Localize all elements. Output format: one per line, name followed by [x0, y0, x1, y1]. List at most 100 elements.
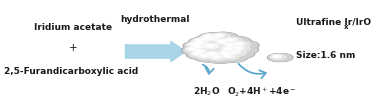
Text: Size:1.6 nm: Size:1.6 nm [296, 51, 355, 60]
Circle shape [203, 44, 218, 48]
Circle shape [209, 53, 215, 55]
Circle shape [196, 41, 203, 43]
Text: hydrothermal: hydrothermal [120, 15, 189, 24]
Circle shape [268, 54, 292, 61]
Circle shape [197, 36, 217, 43]
Circle shape [207, 32, 239, 42]
Circle shape [189, 37, 218, 47]
Circle shape [200, 34, 234, 45]
Circle shape [225, 48, 231, 50]
Circle shape [231, 51, 237, 53]
Text: +: + [69, 43, 78, 53]
Circle shape [201, 55, 207, 56]
Circle shape [227, 45, 258, 55]
Circle shape [202, 38, 208, 39]
Circle shape [189, 48, 195, 50]
Circle shape [216, 50, 238, 57]
Circle shape [194, 35, 226, 45]
Circle shape [187, 43, 218, 53]
Circle shape [193, 49, 206, 53]
Circle shape [189, 38, 217, 46]
Text: Ultrafine Ir/IrO: Ultrafine Ir/IrO [296, 18, 371, 27]
Circle shape [222, 52, 228, 54]
Circle shape [206, 54, 235, 63]
Circle shape [228, 45, 257, 54]
Circle shape [187, 47, 222, 58]
Circle shape [225, 38, 237, 42]
Circle shape [193, 41, 207, 45]
Circle shape [183, 46, 211, 55]
Circle shape [191, 43, 196, 45]
Circle shape [199, 54, 210, 57]
FancyArrow shape [125, 41, 186, 62]
Circle shape [200, 43, 226, 51]
Circle shape [192, 52, 203, 55]
Circle shape [219, 40, 225, 42]
Circle shape [203, 35, 225, 42]
Circle shape [211, 38, 245, 49]
Circle shape [183, 41, 212, 50]
Circle shape [214, 50, 247, 60]
Circle shape [207, 45, 214, 47]
Circle shape [230, 46, 250, 52]
Circle shape [190, 40, 213, 47]
Circle shape [220, 37, 251, 47]
Circle shape [222, 47, 235, 51]
Text: 2H$_2$O: 2H$_2$O [193, 86, 220, 98]
Circle shape [228, 39, 233, 41]
Circle shape [229, 50, 240, 54]
Circle shape [194, 45, 200, 47]
FancyArrowPatch shape [203, 65, 214, 74]
Circle shape [218, 41, 253, 52]
Circle shape [206, 35, 211, 37]
Circle shape [201, 35, 234, 45]
Circle shape [224, 49, 254, 58]
Circle shape [188, 43, 199, 46]
Circle shape [186, 50, 215, 59]
Circle shape [194, 52, 199, 54]
Circle shape [220, 54, 239, 60]
Circle shape [219, 46, 242, 53]
Circle shape [231, 41, 251, 48]
Circle shape [187, 39, 222, 50]
Circle shape [192, 38, 210, 44]
Circle shape [224, 43, 237, 47]
Circle shape [206, 52, 219, 56]
Circle shape [213, 49, 248, 60]
Circle shape [270, 54, 286, 59]
Circle shape [216, 45, 251, 56]
Text: Iridium acetate: Iridium acetate [34, 23, 113, 32]
Circle shape [187, 39, 223, 50]
Circle shape [189, 43, 210, 50]
Circle shape [196, 50, 202, 52]
Circle shape [197, 42, 235, 54]
Circle shape [218, 53, 247, 62]
Text: O$_2$+4H$^+$+4e$^-$: O$_2$+4H$^+$+4e$^-$ [227, 86, 296, 99]
Circle shape [190, 48, 212, 55]
Circle shape [197, 53, 216, 59]
Circle shape [188, 48, 221, 58]
Circle shape [194, 53, 223, 62]
Circle shape [208, 54, 228, 61]
Circle shape [268, 54, 293, 61]
Circle shape [274, 56, 279, 57]
Circle shape [228, 41, 258, 50]
Circle shape [203, 51, 225, 58]
Circle shape [182, 46, 211, 55]
Circle shape [209, 38, 246, 49]
Circle shape [213, 56, 218, 58]
Circle shape [219, 42, 252, 52]
Circle shape [215, 35, 221, 36]
Circle shape [222, 54, 234, 58]
Circle shape [210, 33, 230, 40]
Circle shape [211, 55, 222, 59]
Circle shape [206, 36, 219, 40]
Circle shape [195, 36, 225, 45]
Circle shape [205, 54, 236, 63]
Circle shape [185, 47, 203, 53]
Circle shape [220, 37, 251, 46]
Circle shape [186, 42, 219, 53]
Circle shape [272, 55, 282, 58]
Circle shape [222, 42, 243, 49]
FancyArrowPatch shape [239, 64, 266, 78]
